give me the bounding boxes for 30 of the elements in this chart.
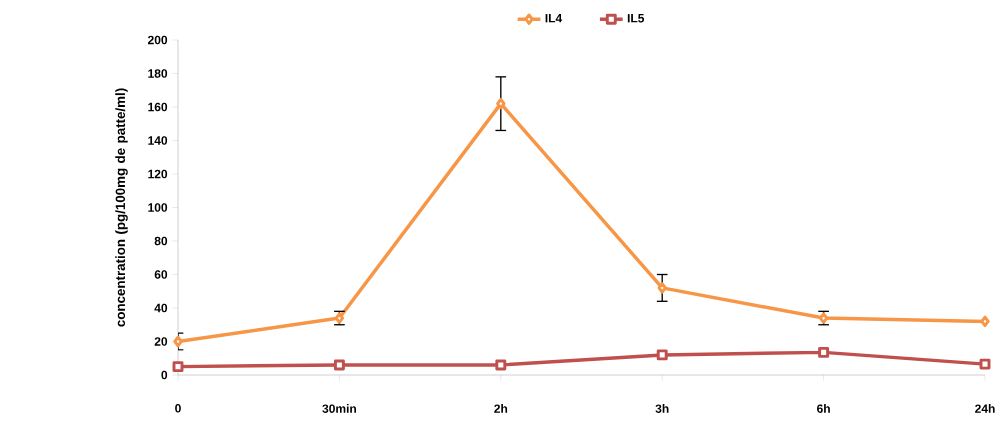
point [333,359,345,371]
point [173,335,183,348]
y-tick-label: 0 [161,370,168,380]
legend-label: IL4 [545,14,563,23]
y-tick-label: 120 [148,169,168,179]
y-tick-label: 100 [148,203,168,212]
y-tick-label: 40 [154,303,168,313]
y-tick-label: 20 [154,337,168,346]
x-tick-label: 0 [175,404,181,413]
y-tick-label: 140 [148,136,168,145]
x-tick-label: 24h [975,404,995,413]
point [980,315,990,328]
y-axis-title: concentration (pg/100mg de patte/ml) [115,88,128,327]
point [657,282,667,294]
y-tick-label: 180 [148,69,168,78]
y-tick-label: 160 [148,102,168,112]
point [656,349,668,361]
point [979,358,991,370]
x-tick-label: 30min [322,404,356,413]
y-tick-label: 200 [148,35,168,45]
y-tick-label: 80 [154,236,168,246]
legend-label: IL5 [627,14,645,23]
point [495,359,507,371]
point [172,361,184,373]
x-tick-label: 6h [817,404,830,413]
y-tick-label: 60 [154,270,168,279]
point [818,346,830,358]
x-tick-label: 2h [494,404,508,413]
x-tick-label: 3h [655,404,669,413]
point [496,97,506,110]
